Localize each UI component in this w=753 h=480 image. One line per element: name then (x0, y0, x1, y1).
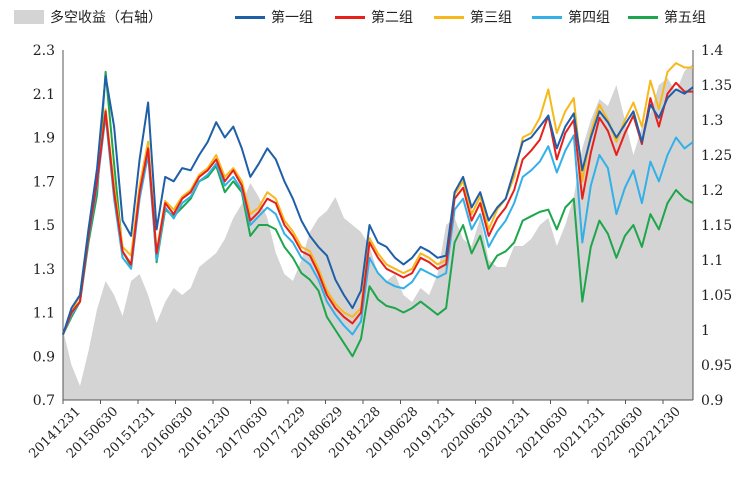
y-tick-right-1: 0.95 (701, 358, 732, 374)
legend-label-group1: 第一组 (271, 10, 313, 26)
y-tick-right-10: 1.4 (701, 43, 723, 59)
y-tick-right-3: 1.05 (701, 288, 732, 304)
line-series-group2 (62, 81, 693, 335)
legend-item-group2: 第二组 (335, 6, 413, 28)
y-tick-right-7: 1.25 (701, 148, 732, 164)
y-tick-right-9: 1.35 (701, 78, 732, 94)
area-series-long-short (63, 64, 693, 400)
legend-swatch-group3 (434, 15, 464, 19)
legend-swatch-group5 (628, 15, 658, 19)
legend-swatch-group2 (335, 15, 365, 19)
legend-label-long-short: 多空收益（右轴） (50, 10, 162, 26)
legend-swatch-group1 (235, 15, 265, 19)
legend-item-long-short: 多空收益（右轴） (14, 6, 162, 28)
y-tick-left-1: 0.9 (33, 349, 55, 365)
y-tick-left-7: 2.1 (33, 87, 55, 103)
legend: 多空收益（右轴） 第一组 第二组 第三组 第四组 第五组 (0, 6, 753, 28)
y-tick-right-0: 0.9 (701, 393, 723, 409)
legend-label-group2: 第二组 (371, 10, 413, 26)
y-tick-left-2: 1.1 (33, 306, 55, 322)
y-tick-right-6: 1.2 (701, 183, 723, 199)
legend-swatch-area (14, 10, 44, 24)
legend-item-group5: 第五组 (628, 6, 706, 28)
y-tick-left-6: 1.9 (33, 131, 55, 147)
line-series-group4 (62, 114, 694, 336)
legend-label-group5: 第五组 (664, 10, 706, 26)
y-tick-right-5: 1.15 (701, 218, 732, 234)
legend-label-group4: 第四组 (568, 10, 610, 26)
legend-swatch-group4 (532, 15, 562, 19)
y-tick-right-8: 1.3 (701, 113, 723, 129)
y-tick-left-5: 1.7 (33, 174, 55, 190)
legend-item-group1: 第一组 (235, 6, 313, 28)
line-series-group1 (62, 75, 694, 335)
y-tick-right-4: 1.1 (701, 253, 723, 269)
y-tick-left-4: 1.5 (33, 218, 55, 234)
y-tick-left-8: 2.3 (33, 43, 55, 59)
legend-label-group3: 第三组 (470, 10, 512, 26)
y-tick-left-3: 1.3 (33, 262, 55, 278)
legend-item-group4: 第四组 (532, 6, 610, 28)
legend-item-group3: 第三组 (434, 6, 512, 28)
y-tick-right-2: 1 (701, 323, 710, 339)
y-tick-left-0: 0.7 (33, 393, 55, 409)
